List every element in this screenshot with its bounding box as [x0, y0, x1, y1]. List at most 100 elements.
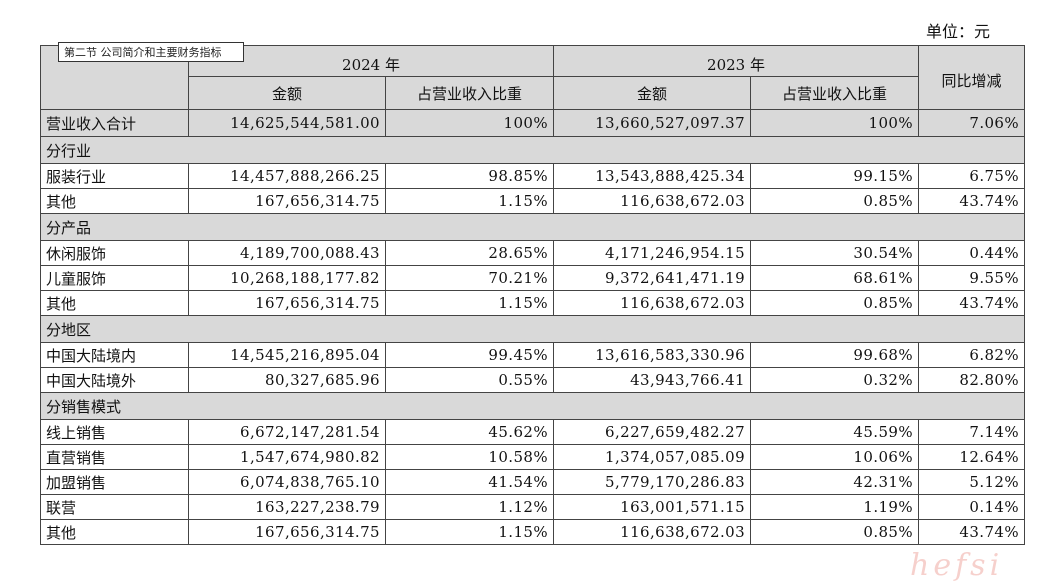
- amount-2023: 43,943,766.41: [553, 367, 752, 393]
- table-row: 服装行业 14,457,888,266.25 98.85% 13,543,888,42…: [40, 163, 1026, 189]
- yoy-change: 43.74%: [918, 290, 1026, 316]
- row-label: 服装行业: [40, 163, 189, 189]
- row-label: 营业收入合计: [40, 109, 189, 137]
- table-row: 其他 167,656,314.75 1.15% 116,638,672.03 0.85%…: [40, 188, 1026, 214]
- row-label: 其他: [40, 519, 189, 545]
- share-2024: 1.15%: [384, 290, 555, 316]
- section-header-row: 分产品: [39, 213, 1026, 241]
- section-title: 分产品: [39, 213, 1026, 241]
- yoy-change: 5.12%: [918, 469, 1026, 495]
- amount-2024: 167,656,314.75: [188, 519, 386, 545]
- amount-2024: 167,656,314.75: [188, 188, 386, 214]
- total-row: 营业收入合计 14,625,544,581.00 100% 13,660,527…: [40, 109, 1026, 137]
- share-2024: 1.15%: [384, 519, 555, 545]
- header-year-2023: 2023 年: [553, 45, 920, 77]
- row-label: 线上销售: [40, 419, 189, 445]
- yoy-change: 0.14%: [918, 494, 1026, 520]
- share-2023: 45.59%: [750, 419, 920, 445]
- header-share-2023: 占营业收入比重: [750, 76, 920, 110]
- share-2024: 98.85%: [384, 163, 555, 189]
- yoy-change: 6.82%: [918, 342, 1026, 368]
- row-label: 联营: [40, 494, 189, 520]
- share-2024: 10.58%: [384, 444, 555, 470]
- table-row: 其他 167,656,314.75 1.15% 116,638,672.03 0.85%…: [40, 519, 1026, 545]
- amount-2024: 14,545,216,895.04: [188, 342, 386, 368]
- amount-2024: 4,189,700,088.43: [188, 240, 386, 266]
- table-row: 中国大陆境外 80,327,685.96 0.55% 43,943,766.41 0.3…: [40, 367, 1026, 393]
- yoy-change: 82.80%: [918, 367, 1026, 393]
- share-2023: 0.85%: [750, 290, 920, 316]
- amount-2024: 10,268,188,177.82: [188, 265, 386, 291]
- amount-2023: 116,638,672.03: [553, 188, 752, 214]
- section-header-row: 分行业: [39, 136, 1026, 164]
- share-2024: 100%: [384, 109, 555, 137]
- section-title: 分销售模式: [39, 392, 1026, 420]
- row-label: 休闲服饰: [40, 240, 189, 266]
- share-2023: 100%: [750, 109, 920, 137]
- share-2024: 1.12%: [384, 494, 555, 520]
- table-row: 休闲服饰 4,189,700,088.43 28.65% 4,171,246,954.…: [40, 240, 1026, 266]
- share-2024: 1.15%: [384, 188, 555, 214]
- share-2024: 41.54%: [384, 469, 555, 495]
- share-2023: 68.61%: [750, 265, 920, 291]
- section-header-row: 分销售模式: [39, 392, 1026, 420]
- yoy-change: 7.06%: [918, 109, 1026, 137]
- amount-2024: 1,547,674,980.82: [188, 444, 386, 470]
- yoy-change: 9.55%: [918, 265, 1026, 291]
- amount-2023: 116,638,672.03: [553, 290, 752, 316]
- section-header-row: 分地区: [39, 315, 1026, 343]
- header-share-2024: 占营业收入比重: [384, 76, 555, 110]
- share-2024: 28.65%: [384, 240, 555, 266]
- share-2023: 30.54%: [750, 240, 920, 266]
- amount-2024: 14,457,888,266.25: [188, 163, 386, 189]
- yoy-change: 7.14%: [918, 419, 1026, 445]
- row-label: 加盟销售: [40, 469, 189, 495]
- row-label: 其他: [40, 290, 189, 316]
- table-row: 其他 167,656,314.75 1.15% 116,638,672.03 0.85%…: [40, 290, 1026, 316]
- unit-label: 单位：元: [926, 22, 991, 41]
- share-2023: 1.19%: [750, 494, 920, 520]
- amount-2023: 4,171,246,954.15: [553, 240, 752, 266]
- amount-2024: 6,672,147,281.54: [188, 419, 386, 445]
- table-row: 联营 163,227,238.79 1.12% 163,001,571.15 1.19%…: [40, 494, 1026, 520]
- amount-2023: 1,374,057,085.09: [553, 444, 752, 470]
- section-tag: 第二节 公司简介和主要财务指标: [58, 42, 244, 62]
- row-label: 其他: [40, 188, 189, 214]
- yoy-change: 43.74%: [918, 519, 1026, 545]
- header-amount-2023: 金额: [553, 76, 752, 110]
- share-2023: 10.06%: [750, 444, 920, 470]
- amount-2023: 116,638,672.03: [553, 519, 752, 545]
- amount-2023: 5,779,170,286.83: [553, 469, 752, 495]
- yoy-change: 0.44%: [918, 240, 1026, 266]
- share-2023: 0.32%: [750, 367, 920, 393]
- amount-2023: 13,660,527,097.37: [553, 109, 752, 137]
- section-title: 分行业: [39, 136, 1026, 164]
- share-2024: 0.55%: [384, 367, 555, 393]
- row-label: 儿童服饰: [40, 265, 189, 291]
- amount-2024: 163,227,238.79: [188, 494, 386, 520]
- share-2024: 99.45%: [384, 342, 555, 368]
- share-2024: 45.62%: [384, 419, 555, 445]
- share-2023: 99.15%: [750, 163, 920, 189]
- yoy-change: 12.64%: [918, 444, 1026, 470]
- amount-2024: 6,074,838,765.10: [188, 469, 386, 495]
- amount-2023: 13,616,583,330.96: [553, 342, 752, 368]
- share-2023: 0.85%: [750, 519, 920, 545]
- share-2023: 0.85%: [750, 188, 920, 214]
- amount-2023: 163,001,571.15: [553, 494, 752, 520]
- yoy-change: 6.75%: [918, 163, 1026, 189]
- amount-2024: 80,327,685.96: [188, 367, 386, 393]
- table-row: 儿童服饰 10,268,188,177.82 70.21% 9,372,641,471…: [40, 265, 1026, 291]
- row-label: 直营销售: [40, 444, 189, 470]
- amount-2023: 9,372,641,471.19: [553, 265, 752, 291]
- table-row: 加盟销售 6,074,838,765.10 41.54% 5,779,170,286.…: [40, 469, 1026, 495]
- share-2023: 99.68%: [750, 342, 920, 368]
- share-2023: 42.31%: [750, 469, 920, 495]
- amount-2024: 167,656,314.75: [188, 290, 386, 316]
- amount-2023: 6,227,659,482.27: [553, 419, 752, 445]
- row-label: 中国大陆境外: [40, 367, 189, 393]
- header-yoy: 同比增减: [918, 45, 1026, 110]
- section-title: 分地区: [39, 315, 1026, 343]
- amount-2024: 14,625,544,581.00: [188, 109, 386, 137]
- header-amount-2024: 金额: [188, 76, 386, 110]
